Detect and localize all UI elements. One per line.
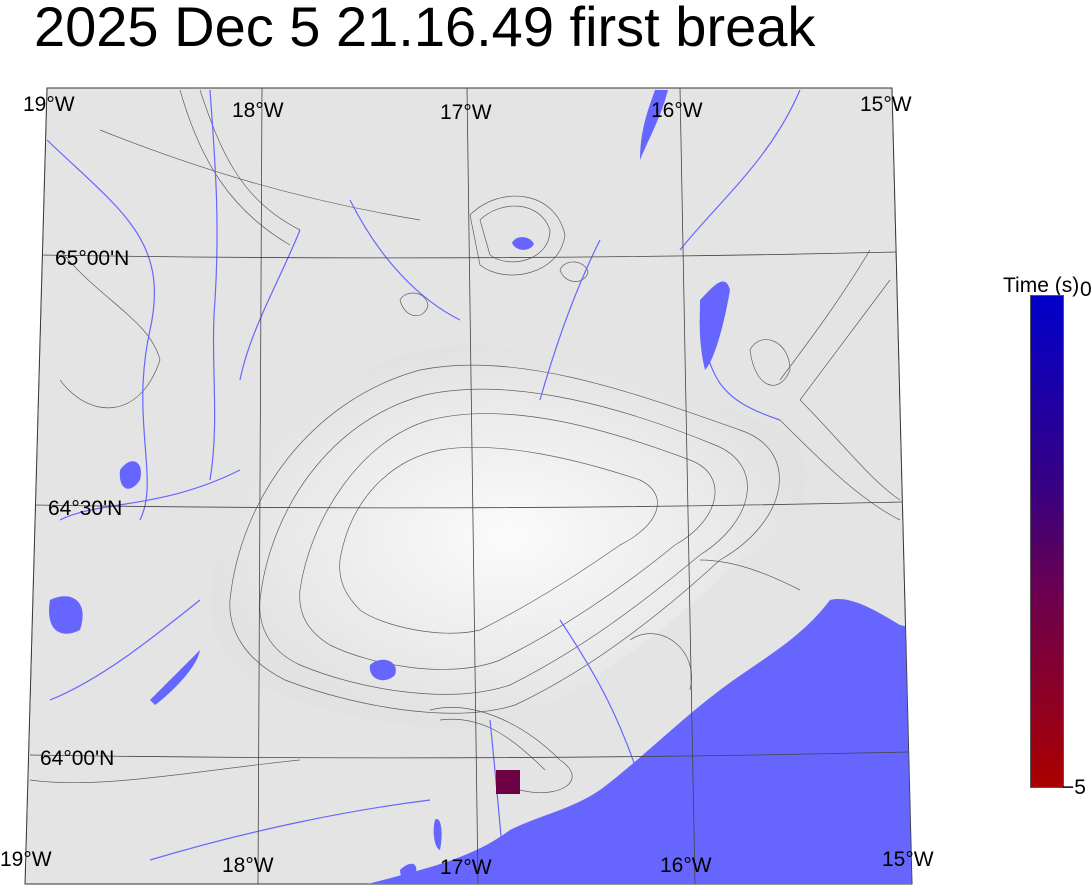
water xyxy=(49,90,912,884)
lake xyxy=(433,819,442,850)
lake xyxy=(640,90,668,160)
lat-label: 64°30'N xyxy=(48,497,122,520)
glacier xyxy=(210,345,807,729)
axis-labels: 19°W 18°W 17°W 16°W 15°W 65°00'N 64°30'N… xyxy=(0,93,934,879)
lon-label-top: 16°W xyxy=(651,99,703,122)
colorbar-min-label: −5 xyxy=(1062,776,1086,799)
event-marker xyxy=(496,770,520,794)
lon-label-bottom: 15°W xyxy=(882,848,934,871)
ocean xyxy=(360,599,912,884)
lake xyxy=(150,650,200,705)
lake xyxy=(119,461,141,489)
lon-label-top: 19°W xyxy=(23,93,75,116)
lake xyxy=(49,596,83,634)
lon-label-top: 18°W xyxy=(232,99,284,122)
lon-label-bottom: 18°W xyxy=(222,854,274,877)
lake xyxy=(512,237,534,250)
lat-label: 64°00'N xyxy=(40,747,114,770)
lon-label-top: 17°W xyxy=(440,101,492,124)
contour-lines xyxy=(29,89,901,794)
map-title: 2025 Dec 5 21.16.49 first break xyxy=(34,0,816,58)
lake xyxy=(400,863,417,880)
lon-label-bottom: 17°W xyxy=(440,856,492,879)
lon-label-bottom: 16°W xyxy=(660,854,712,877)
lon-label-bottom: 19°W xyxy=(0,848,52,871)
colorbar-title: Time (s) xyxy=(1003,274,1080,297)
lon-label-top: 15°W xyxy=(860,93,912,116)
colorbar xyxy=(1030,295,1064,788)
lake xyxy=(699,281,730,370)
lake xyxy=(369,659,396,681)
colorbar-max-label: 0 xyxy=(1080,278,1092,301)
lat-label: 65°00'N xyxy=(55,247,129,270)
